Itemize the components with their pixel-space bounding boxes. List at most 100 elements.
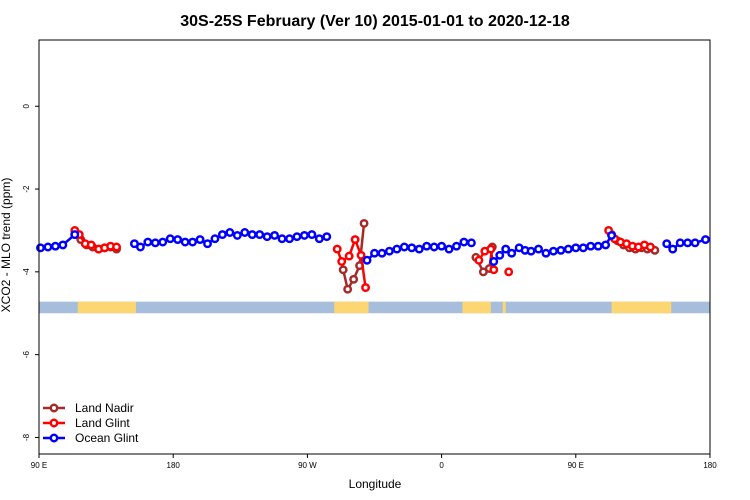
data-point-2-1-26: [322, 232, 332, 242]
data-point-1-1-0: [332, 244, 342, 254]
data-point-1-1-2: [344, 251, 354, 261]
data-point-2-1-17: [255, 230, 265, 240]
plot-frame: [38, 39, 711, 455]
data-point-2-2-7: [414, 244, 424, 254]
data-point-2-4-5: [701, 235, 710, 244]
ocean-band: [39, 301, 710, 314]
data-point-2-0-1: [43, 242, 53, 252]
data-point-2-3-12: [571, 243, 581, 253]
data-point-2-1-7: [180, 237, 190, 247]
data-point-2-1-8: [188, 237, 198, 247]
legend-marker-0: [49, 403, 59, 413]
data-point-2-3-17: [607, 230, 617, 240]
data-point-2-2-12: [452, 241, 461, 251]
data-point-2-0-4: [70, 230, 80, 240]
data-point-2-1-20: [277, 234, 287, 244]
x-tick-label-4: 90 E: [568, 461, 584, 470]
data-point-2-0-2: [50, 241, 60, 251]
data-point-2-3-1: [495, 250, 505, 260]
x-tick-label-3: 0: [439, 461, 444, 470]
data-point-2-2-5: [399, 242, 409, 252]
data-point-2-3-6: [526, 246, 536, 256]
y-tick-label-1: -2: [22, 185, 31, 193]
data-point-2-1-15: [240, 228, 250, 237]
data-point-2-2-1: [370, 248, 379, 258]
data-point-2-3-9: [548, 246, 558, 256]
data-point-2-4-4: [690, 238, 700, 248]
data-point-1-0-3: [86, 240, 96, 250]
data-point-2-1-18: [262, 232, 272, 242]
legend-label-2: Ocean Glint: [75, 431, 139, 445]
data-point-1-1-4: [356, 250, 366, 260]
y-tick-label-0: 0: [22, 103, 31, 108]
legend-marker-1: [49, 418, 59, 428]
series-ocean-glint: [36, 228, 710, 266]
data-point-2-1-24: [307, 230, 317, 240]
data-point-2-1-25: [314, 234, 324, 244]
x-tick-label-0: 90 E: [31, 461, 47, 470]
land-band-segment-0: [77, 301, 136, 314]
data-point-2-1-16: [247, 230, 257, 240]
data-point-1-2-3: [489, 265, 499, 275]
legend-label-1: Land Glint: [75, 416, 130, 430]
data-point-1-3-0: [504, 267, 514, 277]
data-point-0-1-4: [359, 218, 369, 228]
data-point-2-2-10: [437, 241, 447, 251]
x-tick-label-2: 90 W: [298, 461, 317, 470]
legend-label-0: Land Nadir: [75, 401, 134, 415]
legend-marker-2: [49, 433, 59, 443]
data-point-2-1-14: [232, 230, 242, 240]
data-point-2-4-2: [675, 238, 685, 248]
data-point-2-3-14: [586, 241, 596, 251]
data-point-2-1-2: [143, 237, 153, 247]
data-point-2-1-3: [150, 238, 160, 248]
data-point-2-3-10: [556, 245, 566, 255]
data-point-2-3-16: [601, 240, 611, 250]
data-point-2-1-9: [195, 235, 205, 244]
series-layer: [36, 218, 710, 294]
y-axis: 0 -2 -4 -6 -8: [22, 103, 39, 441]
data-point-2-3-3: [507, 248, 517, 258]
data-point-2-4-1: [668, 244, 678, 254]
data-point-1-1-5: [361, 283, 371, 293]
x-tick-label-1: 180: [167, 461, 181, 470]
data-point-2-0-0: [36, 243, 45, 253]
data-point-2-0-3: [58, 240, 68, 250]
x-axis-label: Longitude: [349, 477, 402, 491]
y-tick-label-2: -4: [22, 268, 31, 276]
data-point-2-2-8: [422, 241, 432, 251]
data-point-2-3-2: [501, 244, 511, 254]
x-tick-label-5: 180: [703, 461, 717, 470]
data-point-2-2-2: [377, 248, 387, 258]
data-point-2-4-0: [662, 239, 672, 249]
data-point-2-3-7: [534, 244, 543, 254]
data-point-2-2-3: [384, 246, 394, 256]
data-point-2-2-0: [362, 255, 372, 265]
data-point-2-1-10: [203, 239, 212, 249]
data-point-2-1-19: [270, 230, 280, 240]
data-point-2-2-9: [429, 242, 439, 252]
data-point-2-1-12: [217, 230, 227, 240]
data-point-2-1-5: [165, 234, 175, 244]
data-point-2-3-11: [563, 244, 573, 254]
data-point-1-0-7: [112, 242, 121, 252]
data-point-1-1-1: [337, 257, 347, 266]
series-land-glint: [70, 225, 655, 293]
data-point-2-1-13: [225, 228, 235, 237]
data-point-2-2-4: [392, 244, 402, 254]
data-point-2-2-6: [407, 243, 417, 253]
data-point-2-1-6: [173, 235, 183, 244]
data-point-2-3-15: [593, 241, 603, 251]
land-band-segment-3: [502, 301, 506, 314]
data-point-2-3-0: [489, 257, 499, 266]
y-tick-label-4: -8: [22, 433, 31, 441]
surface-type-band: [39, 301, 710, 314]
land-band-segment-4: [611, 301, 672, 314]
data-point-1-4-7: [645, 242, 655, 252]
data-point-2-1-11: [210, 234, 220, 244]
data-point-2-1-22: [292, 232, 302, 242]
data-point-0-1-0: [338, 265, 348, 275]
data-point-2-2-13: [459, 237, 469, 247]
